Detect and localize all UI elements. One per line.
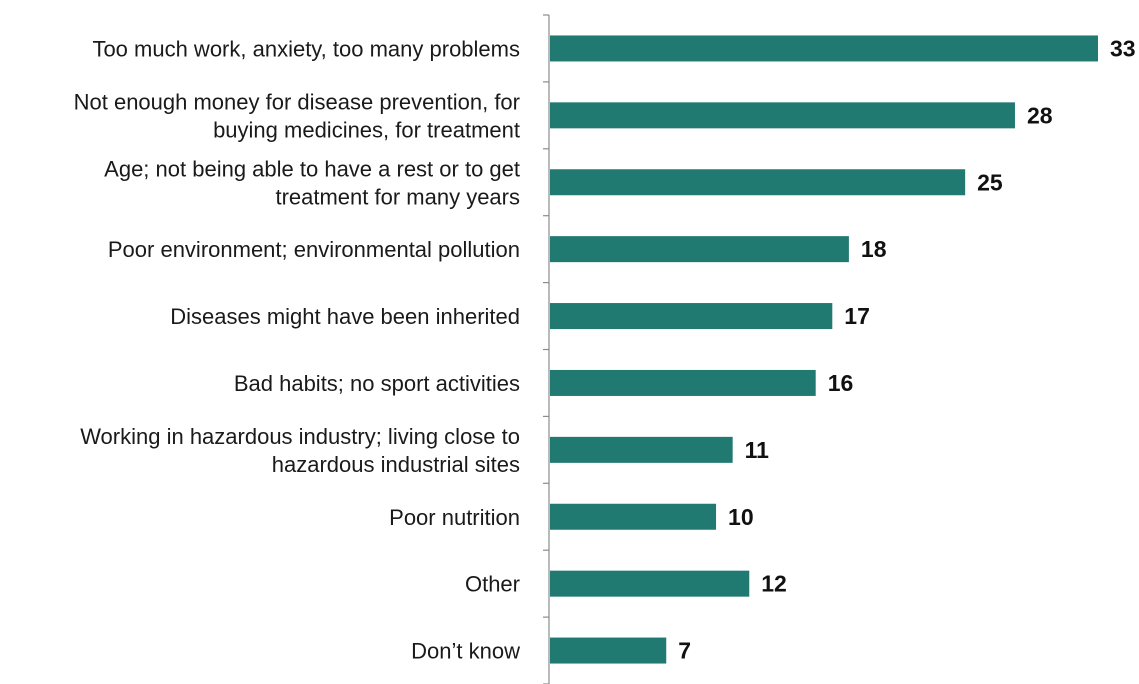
bar [550,436,733,463]
axis-layer [543,14,550,684]
labels-layer: 33 Too much work, anxiety, too many probl… [74,35,1136,663]
category-label: Other [465,572,520,597]
category-label: Bad habits; no sport activities [234,371,520,396]
category-label: Working in hazardous industry; living cl… [80,424,520,477]
bar-value-label: 11 [745,437,770,463]
bar [550,570,750,597]
category-label-line: Poor environment; environmental pollutio… [108,237,520,262]
category-label-line: Working in hazardous industry; living cl… [80,424,520,449]
category-label: Don’t know [411,639,520,664]
category-label-line: Too much work, anxiety, too many problem… [92,36,520,61]
bar [550,503,717,530]
bar-value-label: 16 [828,370,854,396]
bar-value-label: 10 [728,504,754,530]
category-label-line: treatment for many years [275,184,520,209]
category-label: Too much work, anxiety, too many problem… [92,36,520,61]
category-label: Poor environment; environmental pollutio… [108,237,520,262]
bar [550,369,816,396]
category-label-line: Not enough money for disease prevention,… [74,89,520,114]
category-label: Poor nutrition [389,505,520,530]
category-label-line: hazardous industrial sites [272,452,520,477]
bar [550,637,667,664]
category-label-line: buying medicines, for treatment [213,117,520,142]
category-label: Not enough money for disease prevention,… [74,89,520,142]
bar [550,169,966,196]
category-label-line: Age; not being able to have a rest or to… [104,156,520,181]
bar [550,303,833,330]
bar-value-label: 12 [761,571,787,597]
bar [550,35,1098,62]
bar-value-label: 18 [861,236,887,262]
bar-value-label: 25 [977,169,1003,195]
bar-value-label: 28 [1027,102,1053,128]
category-label-line: Don’t know [411,639,520,664]
bar [550,102,1015,129]
bar-value-label: 7 [678,638,691,664]
bar-value-label: 17 [844,303,870,329]
category-label-line: Other [465,572,520,597]
category-label: Diseases might have been inherited [170,304,520,329]
category-label-line: Diseases might have been inherited [170,304,520,329]
bars-layer [550,35,1098,664]
category-label: Age; not being able to have a rest or to… [104,156,520,209]
category-label-line: Bad habits; no sport activities [234,371,520,396]
bar-value-label: 33 [1110,35,1136,61]
category-label-line: Poor nutrition [389,505,520,530]
bar [550,236,849,263]
